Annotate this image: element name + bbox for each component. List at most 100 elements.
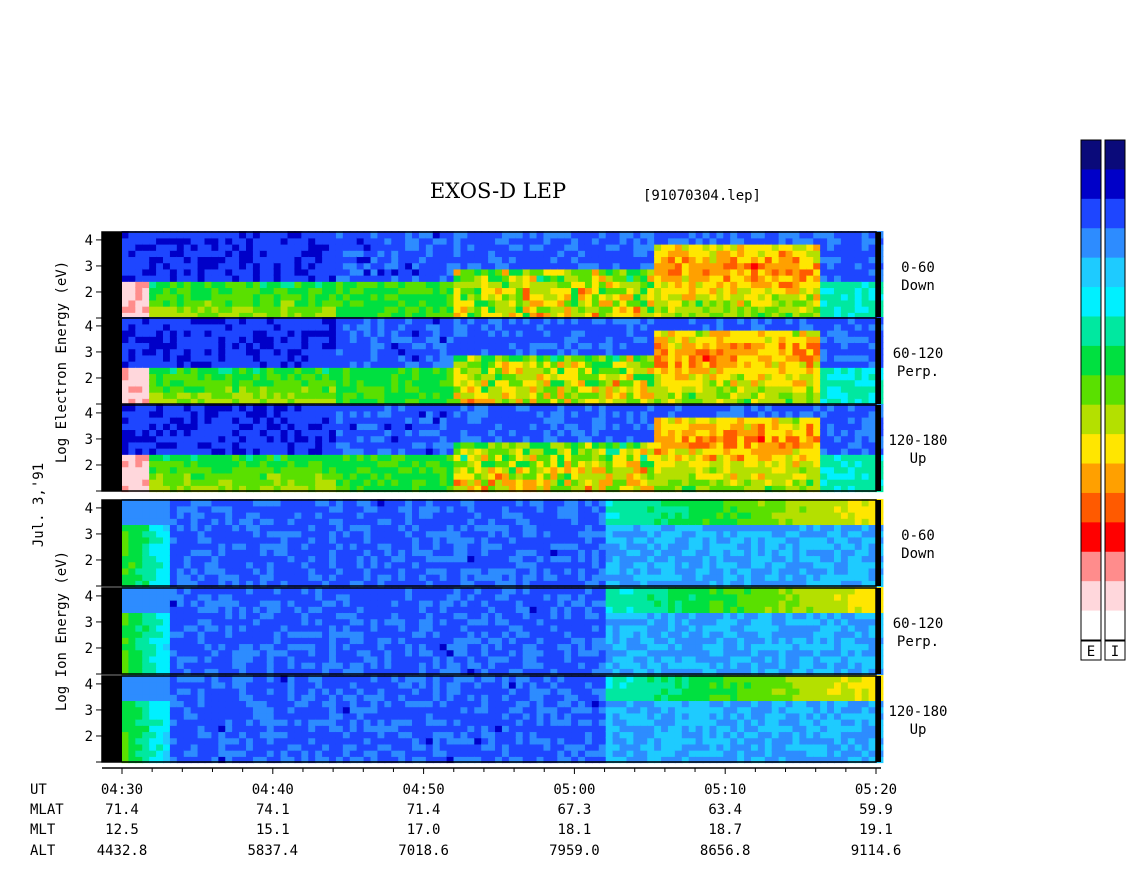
spectrogram-cell [654, 404, 663, 412]
spectrogram-cell [612, 311, 621, 320]
spectrogram-cell [246, 410, 254, 418]
spectrogram-cell [806, 311, 815, 320]
spectrogram-cell [425, 268, 434, 276]
spectrogram-cell [363, 243, 372, 251]
spectrogram-cell [239, 472, 248, 480]
spectrogram-cell [702, 360, 711, 368]
spectrogram-cell [280, 249, 289, 258]
spectrogram-cell [785, 428, 794, 437]
spectrogram-cell [225, 416, 234, 424]
spectrogram-cell [142, 499, 151, 507]
spectrogram-cell [640, 274, 649, 282]
spectrogram-cell [688, 231, 697, 239]
spectrogram-cell [142, 453, 151, 462]
spectrogram-cell [833, 391, 842, 399]
spectrogram-cell [197, 472, 206, 480]
spectrogram-cell [439, 428, 448, 437]
spectrogram-cell [847, 379, 856, 387]
spectrogram-cell [591, 459, 600, 468]
spectrogram-cell [667, 385, 676, 393]
spectrogram-cell [695, 317, 704, 325]
spectrogram-cell [183, 579, 192, 588]
spectrogram-cell [515, 441, 524, 449]
spectrogram-cell [674, 348, 683, 356]
spectrogram-cell [252, 416, 261, 424]
spectrogram-cell [211, 243, 220, 251]
spectrogram-cell [605, 404, 614, 412]
spectrogram-cell [792, 335, 801, 344]
spectrogram-cell [564, 231, 573, 239]
spectrogram-cell [398, 329, 407, 337]
spectrogram-cell [197, 542, 206, 550]
spectrogram-cell [681, 478, 690, 486]
spectrogram-cell [342, 484, 351, 493]
spectrogram-cell [640, 231, 649, 239]
spectrogram-cell [252, 237, 261, 245]
spectrogram-cell [647, 237, 656, 245]
spectrogram-cell [342, 441, 351, 449]
spectrogram-cell [446, 293, 455, 301]
spectrogram-cell [169, 435, 178, 443]
spectrogram-cell [591, 385, 600, 393]
spectrogram-cell [412, 385, 420, 393]
spectrogram-cell [778, 341, 787, 350]
spectrogram-cell [647, 293, 656, 301]
spectrogram-cell [688, 341, 697, 350]
spectrogram-cell [744, 435, 752, 443]
spectrogram-cell [640, 305, 649, 313]
spectrogram-cell [315, 404, 324, 412]
spectrogram-cell [674, 466, 683, 474]
spectrogram-cell [806, 435, 815, 443]
spectrogram-cell [750, 255, 759, 264]
spectrogram-cell [854, 348, 863, 356]
spectrogram-cell [204, 268, 213, 276]
spectrogram-cell [142, 397, 151, 406]
spectrogram-cell [342, 416, 351, 424]
spectrogram-cell [370, 249, 379, 258]
spectrogram-cell [744, 416, 752, 424]
spectrogram-cell [218, 523, 227, 532]
spectrogram-cell [861, 441, 870, 449]
spectrogram-cell [868, 472, 877, 480]
spectrogram-cell [142, 372, 151, 381]
spectrogram-cell [598, 447, 607, 455]
spectrogram-cell [294, 478, 303, 486]
spectrogram-cell [515, 466, 524, 474]
spectrogram-cell [543, 255, 552, 264]
spectrogram-cell [211, 441, 220, 449]
spectrogram-cell [335, 231, 344, 239]
spectrogram-cell [737, 255, 746, 264]
spectrogram-cell [246, 360, 254, 368]
spectrogram-cell [412, 410, 420, 418]
spectrogram-cell [868, 243, 877, 251]
spectrogram-cell [667, 428, 676, 437]
spectrogram-cell [308, 459, 317, 468]
spectrogram-cell [121, 341, 130, 350]
spectrogram-cell [294, 404, 303, 412]
spectrogram-cell [418, 435, 427, 443]
spectrogram-cell [495, 422, 503, 431]
spectrogram-cell [384, 416, 393, 424]
spectrogram-cell [640, 416, 649, 424]
spectrogram-cell [515, 329, 524, 337]
spectrogram-cell [633, 348, 642, 356]
spectrogram-cell [757, 293, 766, 301]
spectrogram-cell [398, 231, 407, 239]
spectrogram-cell [425, 341, 434, 350]
spectrogram-cell [239, 354, 248, 362]
spectrogram-cell [612, 249, 621, 258]
spectrogram-cell [827, 466, 835, 474]
spectrogram-cell [488, 274, 497, 282]
spectrogram-cell [543, 317, 552, 325]
spectrogram-cell [467, 255, 476, 264]
spectrogram-cell [322, 404, 331, 412]
spectrogram-cell [135, 262, 144, 270]
spectrogram-cell [612, 323, 621, 331]
spectrogram-cell [425, 274, 434, 282]
spectrogram-cell [211, 305, 220, 313]
spectrogram-cell [709, 311, 718, 320]
spectrogram-cell [508, 311, 517, 320]
spectrogram-cell [647, 299, 656, 307]
spectrogram-cell [716, 231, 725, 239]
spectrogram-cell [197, 299, 206, 307]
